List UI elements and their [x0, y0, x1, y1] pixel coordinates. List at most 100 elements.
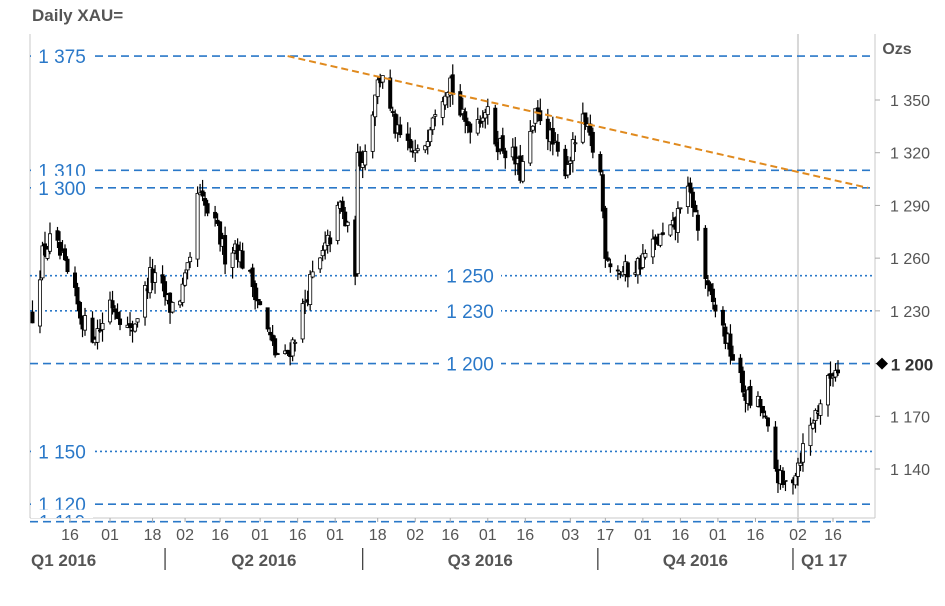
- candle-body: [500, 135, 505, 152]
- candle-body: [358, 151, 363, 167]
- candle-body: [605, 257, 610, 261]
- candle-body: [836, 369, 841, 374]
- candle-body: [415, 148, 420, 152]
- candle-body: [345, 221, 350, 226]
- level-label: 1 150: [38, 442, 86, 463]
- x-tick-label: 16: [441, 527, 459, 544]
- candle-body: [590, 131, 595, 153]
- candle-body: [728, 333, 733, 357]
- candle-body: [720, 309, 725, 326]
- candle-body: [323, 242, 328, 251]
- x-tick-label: 01: [634, 527, 652, 544]
- candle-body: [335, 204, 340, 241]
- quarter-label: Q4 2016: [663, 551, 728, 570]
- quarter-label: Q3 2016: [448, 551, 513, 570]
- candle-body: [370, 114, 375, 152]
- chart-title: Daily XAU=: [32, 6, 124, 25]
- candle-body: [783, 480, 788, 482]
- candle-body: [135, 318, 140, 323]
- candle-body: [458, 91, 463, 116]
- quarter-label: Q1 2016: [31, 551, 96, 570]
- candle-body: [800, 443, 805, 463]
- level-label-bg: [31, 175, 93, 196]
- candle-body: [600, 174, 605, 212]
- x-tick-label: 02: [176, 527, 194, 544]
- candle-body: [355, 152, 360, 275]
- candle-body: [765, 417, 770, 427]
- last-price-label: 1 200: [891, 356, 934, 375]
- candle-body: [555, 141, 560, 152]
- candle-body: [740, 370, 745, 393]
- candle-body: [643, 253, 648, 258]
- candle-body: [205, 203, 210, 214]
- candle-body: [37, 279, 42, 327]
- candle-body: [290, 339, 295, 357]
- candle-body: [275, 353, 280, 355]
- candle-body: [608, 263, 613, 268]
- x-tick-label: 17: [596, 527, 614, 544]
- candle-body: [90, 317, 95, 343]
- x-tick-label: 16: [824, 527, 842, 544]
- candle-body: [793, 475, 798, 486]
- candle-body: [565, 164, 570, 176]
- candle-body: [660, 232, 665, 235]
- candle-body: [318, 257, 323, 270]
- candle-body: [230, 252, 235, 268]
- candle-body: [553, 140, 558, 143]
- candle-body: [250, 267, 255, 288]
- candle-body: [780, 470, 785, 485]
- candle-body: [533, 108, 538, 124]
- candle-body: [485, 106, 490, 115]
- candle-body: [200, 190, 205, 197]
- candle-body: [795, 462, 800, 477]
- x-tick-label: 03: [561, 527, 579, 544]
- candle-body: [153, 272, 158, 283]
- candle-body: [110, 300, 115, 309]
- level-label: 1 110: [39, 513, 85, 534]
- candle-body: [363, 151, 368, 166]
- candle-body: [40, 245, 45, 279]
- candle-body: [30, 311, 35, 324]
- candle-body: [373, 94, 378, 118]
- candle-body: [708, 283, 713, 292]
- candle-body: [128, 323, 133, 329]
- y-axis-unit: Ozs: [882, 41, 911, 58]
- candle-body: [328, 237, 333, 245]
- candle-body: [730, 354, 735, 361]
- candle-body: [375, 79, 380, 97]
- candle-body: [405, 133, 410, 141]
- candle-body: [185, 262, 190, 271]
- level-label-bg: [439, 298, 501, 319]
- candle-body: [833, 370, 838, 378]
- quarter-label: Q1 17: [801, 551, 847, 570]
- candle-body: [598, 153, 603, 173]
- level-label-bg: [31, 44, 93, 65]
- candle-body: [818, 403, 823, 416]
- y-tick-label: 1 230: [890, 304, 930, 321]
- candle-body: [255, 299, 260, 302]
- x-tick-label: 18: [369, 527, 387, 544]
- candle-body: [463, 111, 468, 122]
- candle-body: [133, 323, 138, 332]
- candle-body: [468, 123, 473, 133]
- candle-body: [503, 150, 508, 159]
- candle-body: [55, 230, 60, 241]
- candle-body: [413, 149, 418, 154]
- candle-body: [713, 304, 718, 312]
- candle-body: [513, 146, 518, 165]
- candle-body: [450, 74, 455, 94]
- y-tick-label: 1 320: [890, 146, 930, 163]
- x-tick-label: 16: [747, 527, 765, 544]
- candle-body: [310, 271, 315, 278]
- level-label: 1 375: [38, 47, 86, 68]
- candle-body: [113, 308, 118, 313]
- candle-body: [550, 127, 555, 145]
- level-label: 1 250: [446, 267, 494, 288]
- level-label-bg: [31, 509, 93, 518]
- candle-body: [658, 233, 663, 246]
- candle-body: [615, 269, 620, 272]
- candle-body: [100, 323, 105, 331]
- candle-body: [258, 301, 263, 306]
